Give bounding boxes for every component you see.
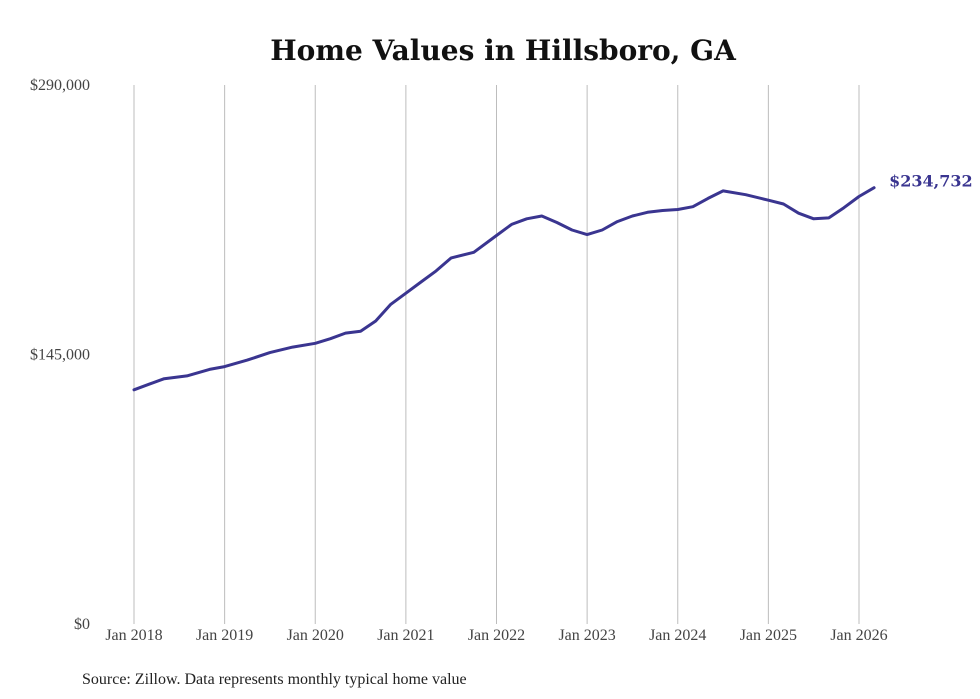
x-tick-label: Jan 2019 — [196, 627, 253, 644]
vertical-gridlines — [133, 85, 860, 624]
y-axis-tick-labels: $0 $145,000 $290,000 — [30, 77, 90, 633]
y-tick-label: $0 — [74, 616, 90, 633]
x-axis-tick-labels: Jan 2018 Jan 2019 Jan 2020 Jan 2021 Jan 2022… — [105, 627, 887, 644]
latest-value-label: $234,732 — [889, 172, 973, 191]
source-note: Source: Zillow. Data represents monthly … — [82, 671, 467, 688]
y-tick-label: $290,000 — [30, 77, 90, 94]
x-tick-label: Jan 2026 — [830, 627, 887, 644]
x-tick-label: Jan 2022 — [468, 627, 525, 644]
x-tick-label: Jan 2023 — [558, 627, 615, 644]
y-tick-label: $145,000 — [30, 347, 90, 364]
chart-title: Home Values in Hillsboro, GA — [270, 34, 737, 67]
x-tick-label: Jan 2024 — [649, 627, 706, 644]
x-tick-label: Jan 2020 — [287, 627, 344, 644]
x-tick-label: Jan 2025 — [740, 627, 797, 644]
x-tick-label: Jan 2021 — [377, 627, 434, 644]
home-value-line — [132, 186, 876, 392]
x-tick-label: Jan 2018 — [105, 627, 162, 644]
